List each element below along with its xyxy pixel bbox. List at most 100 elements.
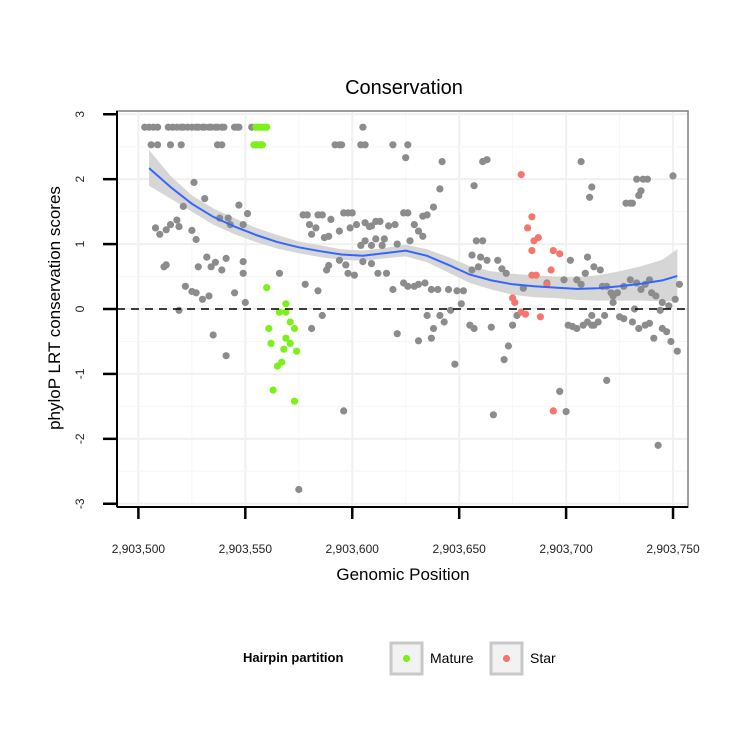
data-point-other	[181, 282, 189, 290]
data-point-other	[440, 318, 448, 326]
data-point-other	[601, 311, 609, 320]
data-point-other	[586, 193, 594, 201]
data-point-other	[235, 201, 243, 209]
data-point-other	[556, 387, 564, 395]
data-point-other	[308, 230, 316, 238]
data-point-mature	[293, 347, 301, 355]
data-point-other	[652, 292, 660, 300]
legend-title: Hairpin partition	[243, 650, 343, 665]
data-point-other	[436, 185, 444, 193]
data-point-other	[190, 178, 198, 186]
data-point-other	[198, 295, 207, 303]
data-point-other	[361, 237, 369, 245]
data-point-other	[348, 209, 356, 217]
data-point-other	[344, 269, 352, 277]
data-point-other	[573, 324, 581, 333]
data-point-other	[453, 287, 461, 295]
data-point-star	[549, 407, 557, 415]
data-point-other	[489, 411, 497, 419]
x-tick-label: 2,903,550	[219, 542, 273, 556]
data-point-other	[635, 324, 643, 333]
data-point-other	[303, 211, 311, 219]
data-point-star	[528, 213, 536, 221]
data-point-mature	[267, 339, 275, 347]
data-point-other	[675, 280, 684, 288]
data-point-other	[588, 183, 596, 191]
x-tick-label: 2,903,750	[646, 542, 700, 556]
data-point-other	[588, 321, 596, 329]
data-point-other	[635, 191, 643, 199]
data-point-other	[359, 123, 367, 131]
y-tick-label: -1	[73, 368, 87, 379]
data-point-other	[352, 221, 361, 229]
data-point-other	[382, 269, 391, 277]
data-point-other	[166, 221, 175, 229]
data-point-other	[609, 298, 617, 307]
data-point-mature	[286, 339, 294, 347]
data-point-other	[434, 285, 442, 294]
x-tick-label: 2,903,700	[539, 542, 593, 556]
data-point-other	[241, 298, 249, 307]
legend-label-star: Star	[530, 650, 556, 666]
data-point-other	[603, 376, 611, 384]
data-point-mature	[265, 324, 273, 333]
data-point-other	[427, 285, 435, 294]
data-point-other	[151, 224, 160, 232]
data-point-other	[327, 215, 335, 223]
data-point-other	[335, 227, 343, 235]
data-point-other	[239, 258, 247, 266]
data-point-other	[295, 485, 303, 494]
data-point-other	[391, 221, 399, 229]
legend-swatch-star	[502, 654, 511, 663]
y-axis: -3 -2 -1 0 1 2 3	[73, 111, 118, 509]
data-point-other	[222, 254, 230, 262]
data-point-other	[361, 141, 369, 149]
data-point-mature	[258, 141, 266, 149]
data-point-other	[447, 306, 455, 314]
y-tick-label: 1	[73, 240, 87, 247]
data-point-other	[175, 223, 183, 231]
data-point-mature	[275, 308, 284, 316]
data-point-mature	[282, 308, 290, 316]
data-point-other	[275, 269, 284, 277]
data-point-other	[577, 158, 585, 166]
data-point-other	[671, 295, 679, 303]
data-point-other	[312, 224, 320, 232]
data-point-other	[474, 263, 482, 271]
data-point-other	[451, 360, 459, 368]
data-point-other	[335, 256, 343, 264]
data-point-other	[342, 261, 350, 269]
data-point-other	[423, 311, 431, 320]
data-point-other	[650, 334, 658, 342]
data-point-other	[338, 141, 346, 149]
data-point-other	[201, 195, 209, 203]
data-point-other	[406, 237, 414, 245]
data-point-star	[528, 247, 536, 255]
data-point-other	[419, 232, 427, 240]
data-point-other	[367, 260, 376, 268]
data-point-other	[665, 302, 673, 310]
data-point-other	[658, 298, 666, 307]
data-point-other	[633, 175, 641, 183]
data-point-other	[318, 311, 326, 320]
data-point-other	[673, 347, 681, 355]
data-point-other	[596, 266, 604, 274]
data-point-other	[385, 222, 393, 230]
data-point-other	[346, 224, 354, 232]
data-point-other	[220, 123, 228, 131]
x-axis: 2,903,500 2,903,550 2,903,600 2,903,650 2,90…	[112, 506, 700, 556]
data-point-other	[414, 227, 423, 235]
chart-title: Conservation	[345, 77, 463, 99]
data-point-other	[404, 209, 412, 217]
data-point-mature	[273, 362, 281, 370]
data-point-other	[367, 222, 376, 230]
data-point-other	[308, 324, 316, 333]
data-point-other	[350, 271, 358, 279]
data-point-other	[663, 328, 671, 336]
data-point-other	[562, 408, 570, 416]
data-point-star	[536, 313, 545, 321]
data-point-other	[459, 287, 467, 295]
data-point-other	[573, 276, 581, 284]
data-point-other	[357, 241, 365, 249]
